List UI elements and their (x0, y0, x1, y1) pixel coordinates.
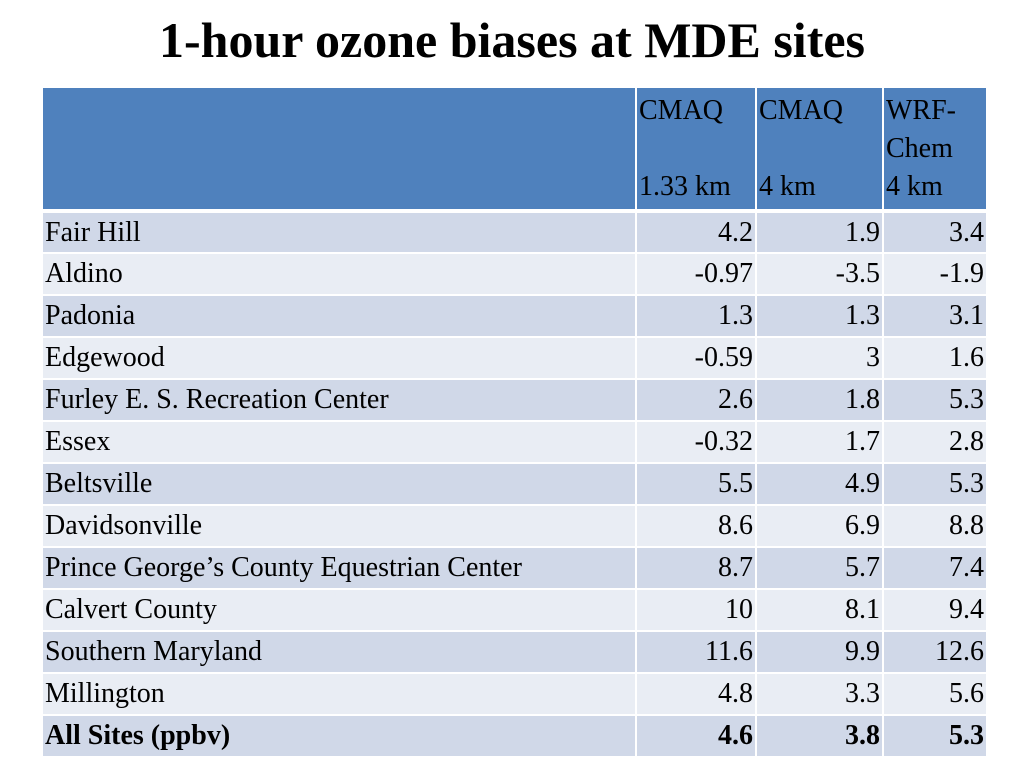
header-line: Chem (886, 133, 953, 164)
cmaq-1-33km-value: 8.7 (635, 546, 757, 590)
header-line: 1.33 km (639, 171, 731, 202)
table-row: Edgewood -0.59 3 1.6 (41, 336, 988, 380)
site-name: Davidsonville (41, 504, 637, 548)
header-wrf-chem-4km: WRF- Chem 4 km (882, 86, 988, 213)
site-name: Calvert County (41, 588, 637, 632)
site-name: Edgewood (41, 336, 637, 380)
table-row: Millington 4.8 3.3 5.6 (41, 672, 988, 716)
site-name: Aldino (41, 252, 637, 296)
header-line: 4 km (886, 171, 943, 202)
wrf-chem-4km-value: 9.4 (882, 588, 988, 632)
cmaq-1-33km-value: 5.5 (635, 462, 757, 506)
table-row: Fair Hill 4.2 1.9 3.4 (41, 210, 988, 254)
cmaq-4km-value: 1.9 (755, 210, 884, 254)
header-line: WRF- (886, 95, 956, 126)
site-name: All Sites (ppbv) (41, 714, 637, 758)
table-row-total: All Sites (ppbv) 4.6 3.8 5.3 (41, 714, 988, 758)
cmaq-1-33km-value: 8.6 (635, 504, 757, 548)
cmaq-1-33km-value: 4.6 (635, 714, 757, 758)
wrf-chem-4km-value: 5.3 (882, 378, 988, 422)
table-row: Aldino -0.97 -3.5 -1.9 (41, 252, 988, 296)
cmaq-4km-value: 1.8 (755, 378, 884, 422)
table-header: CMAQ 1.33 km CMAQ 4 km WRF- Chem 4 km (41, 86, 988, 213)
table-row: Padonia 1.3 1.3 3.1 (41, 294, 988, 338)
site-name: Essex (41, 420, 637, 464)
wrf-chem-4km-value: 1.6 (882, 336, 988, 380)
cmaq-4km-value: 3 (755, 336, 884, 380)
header-line (759, 130, 880, 168)
wrf-chem-4km-value: 2.8 (882, 420, 988, 464)
table-row: Essex -0.32 1.7 2.8 (41, 420, 988, 464)
header-line (639, 130, 753, 168)
table-body: Fair Hill 4.2 1.9 3.4 Aldino -0.97 -3.5 … (41, 210, 988, 758)
site-name: Millington (41, 672, 637, 716)
table-row: Southern Maryland 11.6 9.9 12.6 (41, 630, 988, 674)
wrf-chem-4km-value: 3.4 (882, 210, 988, 254)
cmaq-1-33km-value: -0.59 (635, 336, 757, 380)
site-name: Padonia (41, 294, 637, 338)
wrf-chem-4km-value: 8.8 (882, 504, 988, 548)
site-name: Prince George’s County Equestrian Center (41, 546, 637, 590)
slide-title: 1-hour ozone biases at MDE sites (158, 12, 865, 68)
wrf-chem-4km-value: 3.1 (882, 294, 988, 338)
cmaq-1-33km-value: 4.2 (635, 210, 757, 254)
header-row: CMAQ 1.33 km CMAQ 4 km WRF- Chem 4 km (41, 86, 988, 213)
cmaq-4km-value: 3.3 (755, 672, 884, 716)
cmaq-4km-value: 1.3 (755, 294, 884, 338)
cmaq-1-33km-value: 1.3 (635, 294, 757, 338)
cmaq-4km-value: 1.7 (755, 420, 884, 464)
header-line: 4 km (759, 171, 816, 202)
cmaq-1-33km-value: 11.6 (635, 630, 757, 674)
cmaq-4km-value: 9.9 (755, 630, 884, 674)
cmaq-4km-value: 6.9 (755, 504, 884, 548)
wrf-chem-4km-value: 5.3 (882, 462, 988, 506)
cmaq-4km-value: 8.1 (755, 588, 884, 632)
table-row: Davidsonville 8.6 6.9 8.8 (41, 504, 988, 548)
header-cmaq-1-33km: CMAQ 1.33 km (635, 86, 757, 213)
table-row: Beltsville 5.5 4.9 5.3 (41, 462, 988, 506)
site-name: Furley E. S. Recreation Center (41, 378, 637, 422)
site-name: Southern Maryland (41, 630, 637, 674)
cmaq-1-33km-value: 4.8 (635, 672, 757, 716)
cmaq-4km-value: 4.9 (755, 462, 884, 506)
wrf-chem-4km-value: 12.6 (882, 630, 988, 674)
header-site (41, 86, 637, 213)
header-line: CMAQ (759, 95, 844, 126)
cmaq-1-33km-value: 10 (635, 588, 757, 632)
header-line: CMAQ (639, 95, 724, 126)
site-name: Fair Hill (41, 210, 637, 254)
wrf-chem-4km-value: 7.4 (882, 546, 988, 590)
site-name: Beltsville (41, 462, 637, 506)
cmaq-4km-value: 5.7 (755, 546, 884, 590)
header-cmaq-4km: CMAQ 4 km (755, 86, 884, 213)
table-row: Calvert County 10 8.1 9.4 (41, 588, 988, 632)
wrf-chem-4km-value: -1.9 (882, 252, 988, 296)
ozone-bias-table: CMAQ 1.33 km CMAQ 4 km WRF- Chem 4 km Fa… (41, 86, 988, 758)
wrf-chem-4km-value: 5.6 (882, 672, 988, 716)
cmaq-1-33km-value: -0.97 (635, 252, 757, 296)
wrf-chem-4km-value: 5.3 (882, 714, 988, 758)
cmaq-4km-value: 3.8 (755, 714, 884, 758)
cmaq-4km-value: -3.5 (755, 252, 884, 296)
table-row: Prince George’s County Equestrian Center… (41, 546, 988, 590)
cmaq-1-33km-value: -0.32 (635, 420, 757, 464)
table-row: Furley E. S. Recreation Center 2.6 1.8 5… (41, 378, 988, 422)
cmaq-1-33km-value: 2.6 (635, 378, 757, 422)
